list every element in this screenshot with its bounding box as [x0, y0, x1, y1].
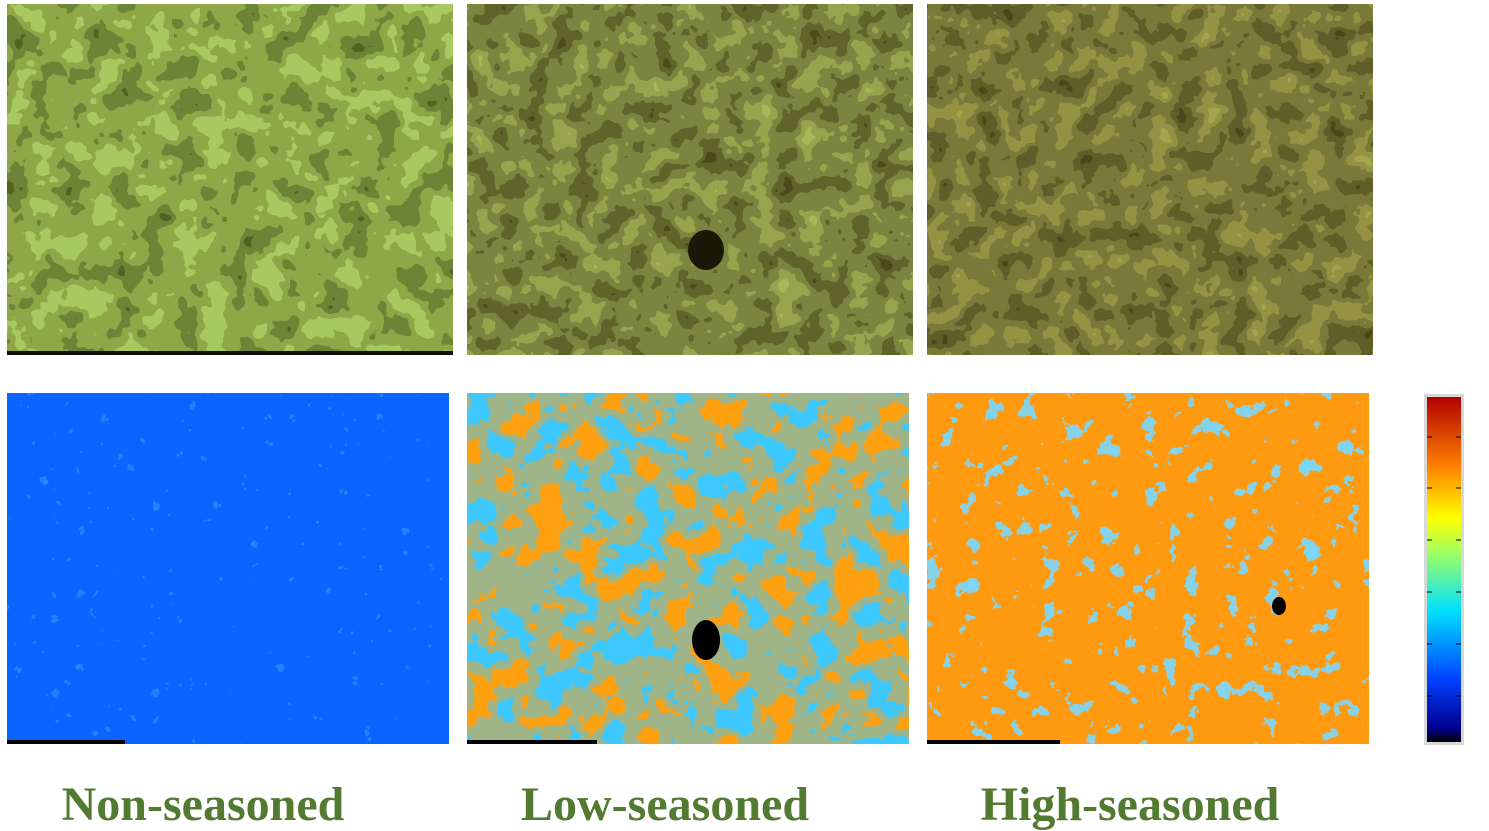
label: High-seasoned — [981, 778, 1280, 831]
label: Low-seasoned — [521, 778, 809, 831]
photo-high-seasoned — [927, 4, 1373, 355]
photo-non-seasoned — [7, 4, 453, 355]
label: Non-seasoned — [62, 778, 345, 831]
map-non-seasoned — [7, 393, 449, 744]
page-body: Non-seasoned Low-seasoned High-seasoned … — [0, 0, 1489, 831]
figure: Non-seasoned Low-seasoned High-seasoned — [0, 0, 1489, 831]
map-low-seasoned — [467, 393, 909, 744]
colorbar — [1424, 394, 1464, 745]
photo-low-seasoned — [467, 4, 913, 355]
map-high-seasoned — [927, 393, 1369, 744]
page: {"labels": ["Non-seasoned", "Low-seasone… — [0, 0, 1489, 831]
